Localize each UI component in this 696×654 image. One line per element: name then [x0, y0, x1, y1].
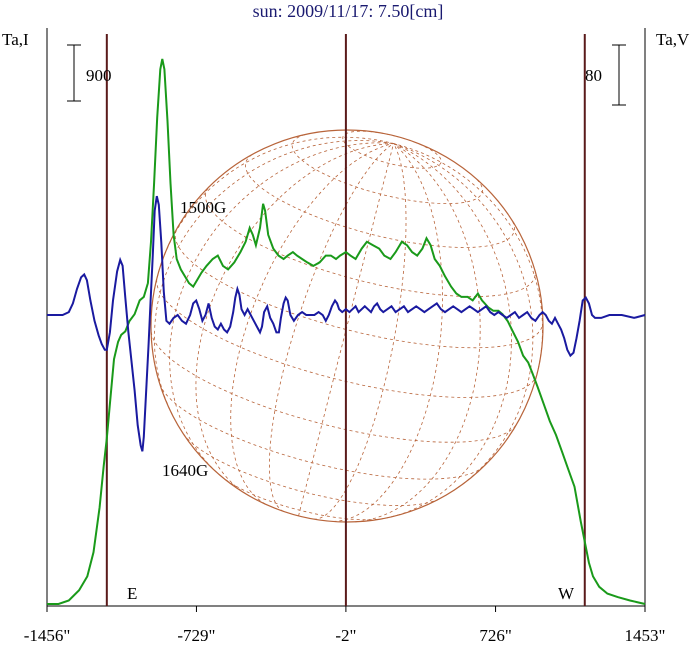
limb-west-label: W [558, 584, 575, 603]
intensity-series-line [47, 58, 646, 605]
x-axis-ticks [46, 606, 646, 612]
longitude-line [393, 143, 534, 489]
scale-bars [67, 44, 626, 106]
limb-reference-lines [105, 34, 586, 606]
latitude-line [220, 475, 386, 521]
x-tick-label: 1453" [625, 626, 666, 645]
series-lines [47, 58, 646, 605]
latitude-line [150, 331, 517, 443]
y-axis-label-left: Ta,I [2, 30, 29, 49]
solar-disk-grid [150, 129, 544, 523]
limb-east-label: E [127, 584, 137, 603]
latitude-line [174, 230, 544, 349]
y-axis-label-right: Ta,V [656, 30, 690, 49]
annotation-1640G: 1640G [162, 461, 208, 480]
latitude-line [156, 279, 537, 398]
annotation-1500G: 1500G [180, 198, 226, 217]
longitude-line [156, 136, 394, 278]
longitude-line [393, 143, 543, 375]
longitude-line [385, 143, 512, 519]
longitude-line [313, 143, 407, 520]
scale-left-label: 900 [86, 66, 112, 85]
solar-disk-outline [150, 129, 544, 523]
latitude-line [245, 154, 515, 248]
longitude-line [333, 143, 443, 522]
longitude-line [230, 143, 394, 505]
x-tick-label: -729" [177, 626, 215, 645]
longitude-line [298, 143, 394, 516]
latitude-line [342, 130, 442, 169]
x-tick-label: 726" [479, 626, 511, 645]
longitude-line [195, 143, 394, 495]
longitude-line [169, 142, 394, 477]
scale-right-label: 80 [585, 66, 602, 85]
x-axis-tick-labels: -1456" -729" -2" 726" 1453" [24, 626, 666, 645]
latitude-line [183, 433, 439, 507]
x-tick-label: -2" [335, 626, 356, 645]
longitude-line [153, 140, 394, 416]
polarization-series-line [47, 195, 646, 452]
x-tick-label: -1456" [24, 626, 71, 645]
chart-title: sun: 2009/11/17: 7.50[cm] [253, 1, 444, 21]
